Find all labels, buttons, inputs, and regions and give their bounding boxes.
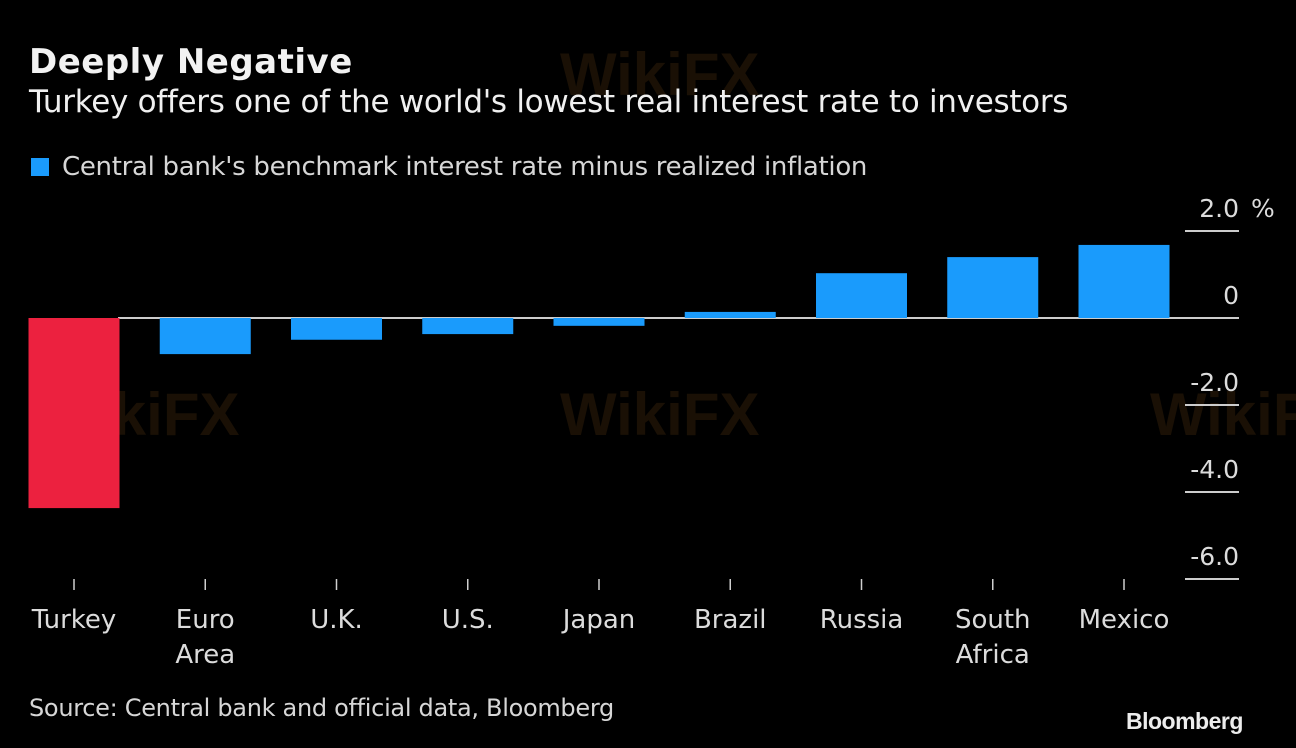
x-tick-label: Mexico	[1079, 605, 1170, 635]
chart-title: Deeply Negative	[29, 42, 353, 82]
x-tick-label: Turkey	[31, 605, 117, 635]
x-tick-label: U.K.	[310, 605, 363, 635]
x-tick-label: South	[955, 605, 1031, 635]
x-tick-label: Brazil	[694, 605, 767, 635]
legend: Central bank's benchmark interest rate m…	[31, 152, 867, 182]
x-tick-label: Euro	[176, 605, 235, 635]
y-tick-label: 0	[1223, 281, 1239, 310]
y-unit-label: %	[1251, 194, 1275, 223]
legend-swatch	[31, 158, 49, 176]
bar-mexico	[1078, 244, 1170, 318]
x-tick-label: U.S.	[442, 605, 494, 635]
legend-label: Central bank's benchmark interest rate m…	[62, 152, 868, 182]
y-tick-label: -6.0	[1190, 542, 1239, 571]
x-tick-label: Area	[175, 640, 235, 670]
source-note: Source: Central bank and official data, …	[29, 694, 614, 722]
bar-south-africa	[947, 257, 1039, 318]
bar-japan	[553, 318, 645, 326]
y-tick-label: 2.0	[1199, 194, 1239, 223]
bar-brazil	[684, 311, 776, 318]
y-tick-label: -4.0	[1190, 455, 1239, 484]
bar-euro-area	[159, 318, 251, 355]
bar-u-k	[291, 318, 382, 340]
bar-u-s	[422, 318, 514, 335]
x-tick-label: Africa	[956, 640, 1030, 670]
x-tick-label: Russia	[820, 605, 904, 635]
bar-turkey	[28, 318, 120, 509]
chart-subtitle: Turkey offers one of the world's lowest …	[29, 84, 1069, 120]
brand-logo: Bloomberg	[1126, 708, 1243, 734]
bar-russia	[816, 273, 907, 318]
x-tick-label: Japan	[561, 605, 636, 635]
y-tick-label: -2.0	[1190, 368, 1239, 397]
